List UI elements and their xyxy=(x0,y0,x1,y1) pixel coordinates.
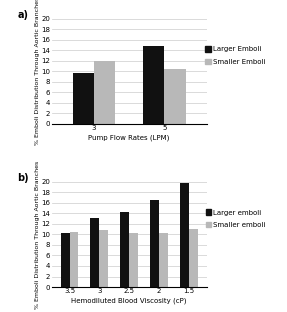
Y-axis label: % Emboli Distribution Through Aortic Branches: % Emboli Distribution Through Aortic Bra… xyxy=(35,160,40,309)
Bar xyxy=(150,200,159,287)
Bar xyxy=(61,233,69,287)
Bar xyxy=(180,183,189,287)
Bar xyxy=(94,61,115,124)
Bar xyxy=(73,73,94,124)
Bar xyxy=(69,232,78,287)
Bar xyxy=(159,233,168,287)
Bar xyxy=(143,46,164,124)
X-axis label: Pump Flow Rates (LPM): Pump Flow Rates (LPM) xyxy=(88,134,170,141)
Bar xyxy=(99,230,108,287)
Legend: Larger Emboli, Smaller Emboli: Larger Emboli, Smaller Emboli xyxy=(205,46,265,65)
Y-axis label: % Emboli Distribution Through Aortic Branches: % Emboli Distribution Through Aortic Bra… xyxy=(35,0,40,145)
Bar xyxy=(120,212,129,287)
Text: b): b) xyxy=(18,173,29,183)
Bar xyxy=(129,233,138,287)
Legend: Larger emboli, Smaller emboli: Larger emboli, Smaller emboli xyxy=(205,209,265,228)
Bar xyxy=(90,217,99,287)
X-axis label: Hemodiluted Blood Viscosity (cP): Hemodiluted Blood Viscosity (cP) xyxy=(71,297,187,304)
Bar xyxy=(164,69,185,124)
Text: a): a) xyxy=(18,10,29,20)
Bar xyxy=(189,229,198,287)
